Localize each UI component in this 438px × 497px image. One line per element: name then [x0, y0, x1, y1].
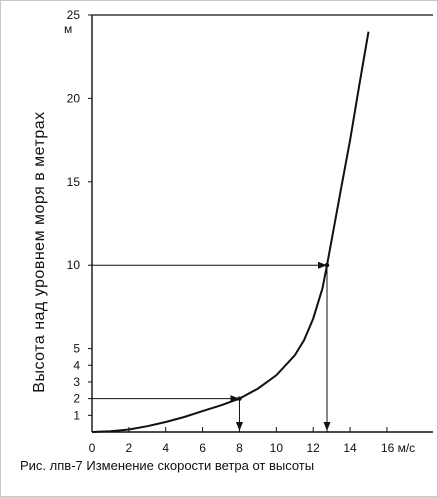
y-tick-label: 25 — [67, 8, 81, 22]
figure-caption: Рис. лпв-7 Изменение скорости ветра от в… — [20, 458, 314, 473]
y-tick-label: 15 — [67, 175, 81, 189]
guide-arrow-down — [323, 422, 331, 431]
y-unit-label: м — [64, 22, 72, 36]
x-tick-label: 14 — [343, 441, 357, 455]
x-tick-label: 10 — [270, 441, 284, 455]
x-tick-label: 4 — [162, 441, 169, 455]
wind-profile-curve — [91, 31, 370, 433]
y-tick-label: 2 — [73, 392, 80, 406]
x-tick-label: 16 м/с — [381, 441, 415, 455]
chart-axes — [91, 14, 433, 433]
x-tick-label: 8 — [236, 441, 243, 455]
y-tick-label: 1 — [73, 408, 80, 422]
guide-arrow-down — [235, 422, 243, 431]
x-tick-label: 12 — [307, 441, 321, 455]
y-tick-label: 10 — [67, 258, 81, 272]
x-tick-label: 0 — [89, 441, 96, 455]
guide-arrow-right — [318, 261, 328, 269]
guide-lines — [92, 261, 331, 432]
y-axis-label: Высота над уровнем моря в метрах — [31, 111, 48, 392]
y-tick-label: 3 — [73, 375, 80, 389]
x-tick-label: 6 — [199, 441, 206, 455]
curve-layer — [91, 31, 370, 433]
y-tick-label: 20 — [67, 91, 81, 105]
x-tick-label: 2 — [126, 441, 133, 455]
y-tick-label: 4 — [73, 358, 80, 372]
y-tick-label: 5 — [73, 342, 80, 356]
